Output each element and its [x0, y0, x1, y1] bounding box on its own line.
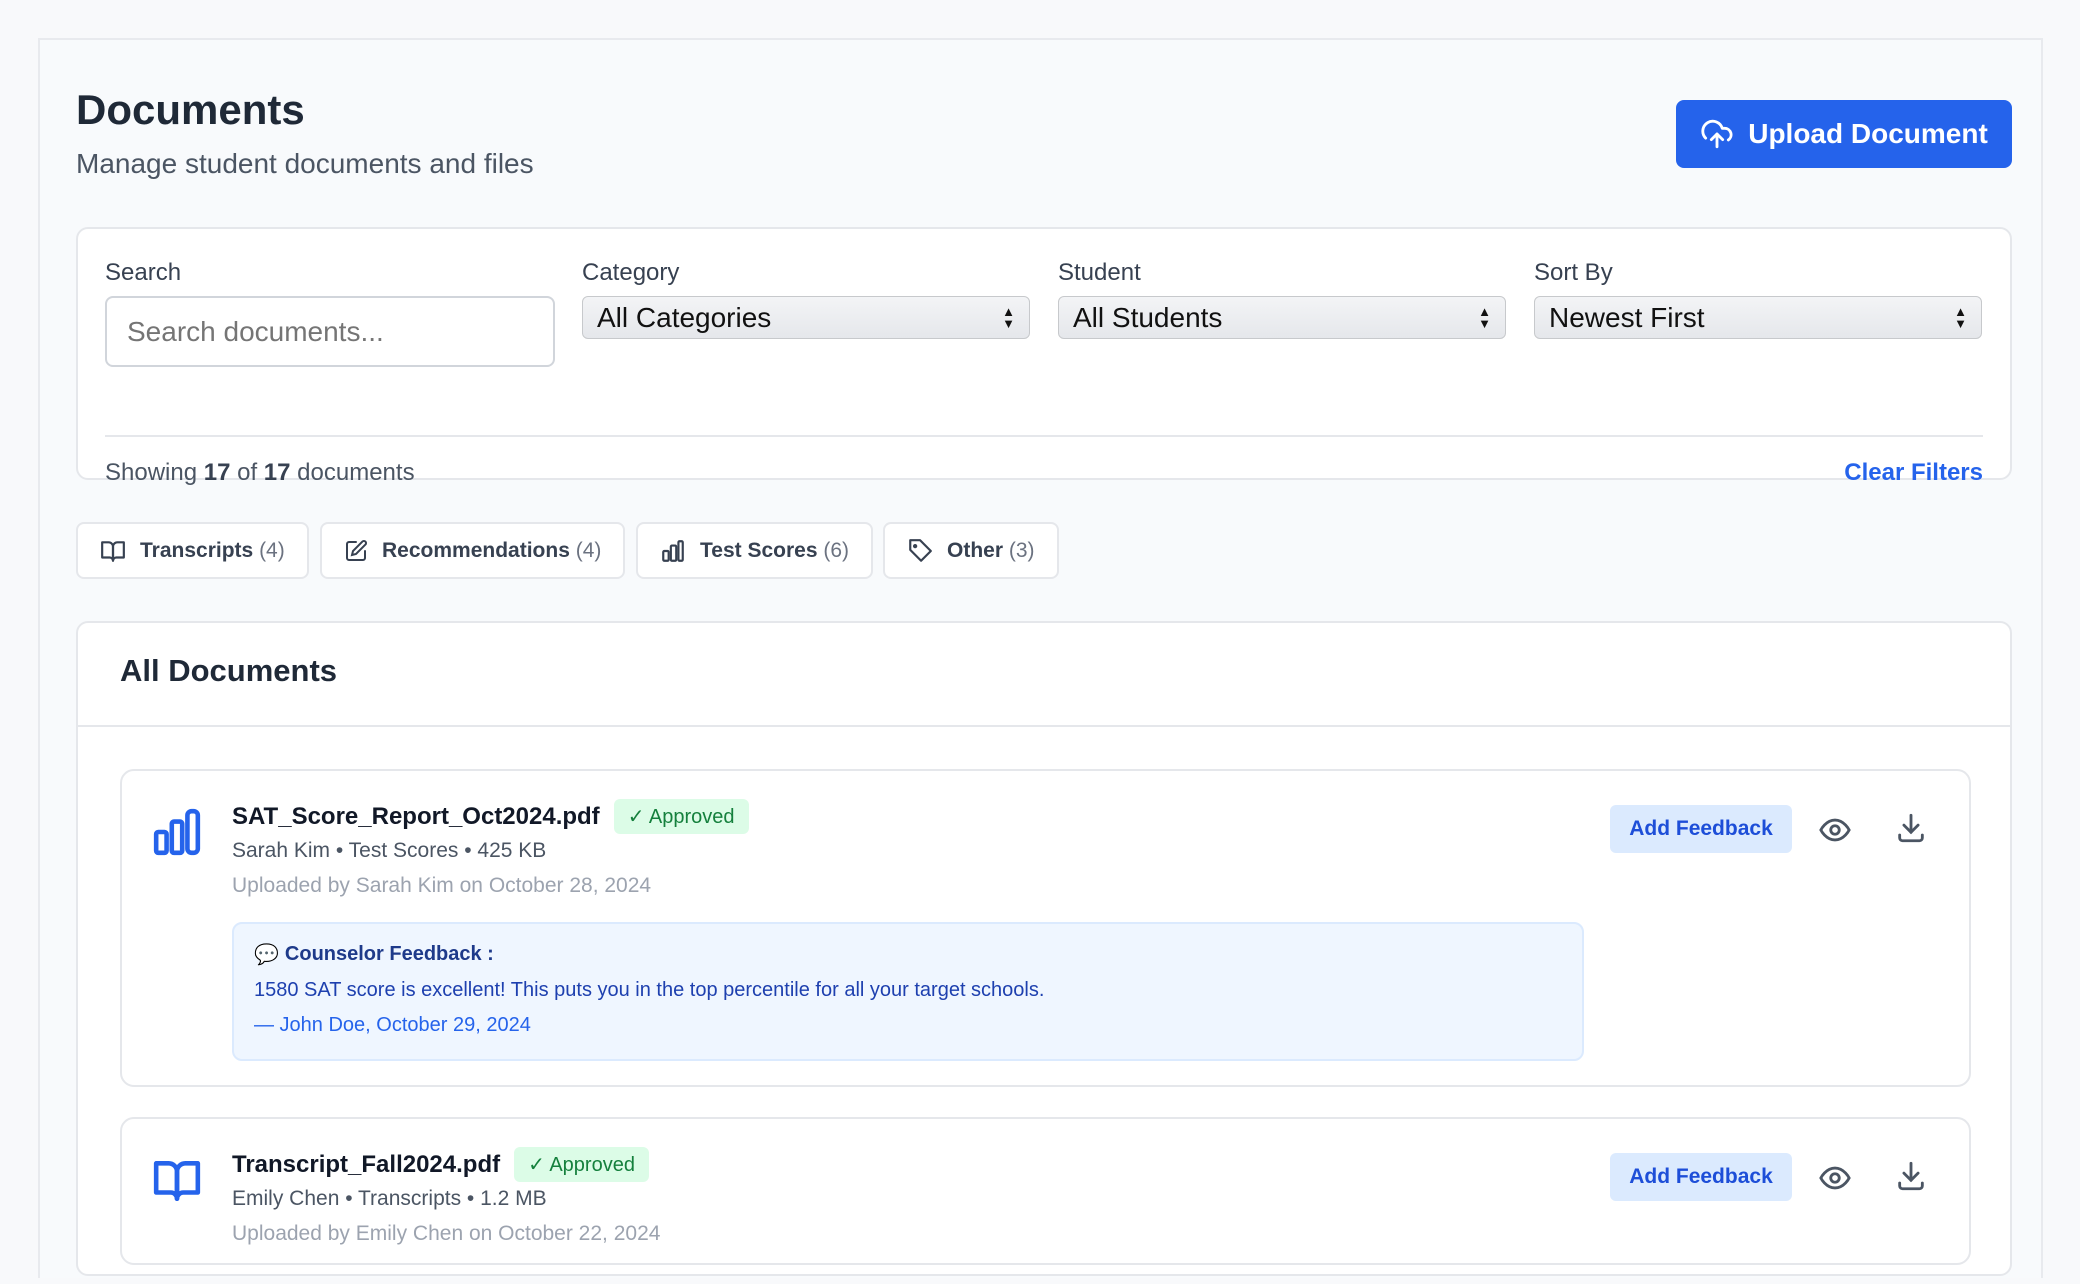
- upload-info: Uploaded by Emily Chen on October 22, 20…: [232, 1222, 661, 1245]
- tag-icon: [909, 538, 932, 562]
- document-name[interactable]: SAT_Score_Report_Oct2024.pdf ✓ Approved: [232, 799, 749, 834]
- book-icon: [101, 540, 125, 562]
- speech-bubble-icon: 💬: [254, 944, 279, 966]
- edit-icon: [346, 539, 367, 561]
- upload-info: Uploaded by Sarah Kim on October 28, 202…: [232, 874, 652, 897]
- chip-test-scores[interactable]: Test Scores (6): [636, 522, 874, 579]
- page-frame: Documents Manage student documents and f…: [38, 38, 2043, 1278]
- add-feedback-button[interactable]: Add Feedback: [1610, 805, 1792, 853]
- document-item: Transcript_Fall2024.pdf ✓ Approved Emily …: [120, 1117, 1971, 1265]
- chip-other[interactable]: Other (3): [883, 522, 1059, 579]
- category-label: Category: [582, 259, 680, 286]
- feedback-author: — John Doe, October 29, 2024: [254, 1014, 531, 1036]
- page-title: Documents: [76, 86, 305, 133]
- divider: [105, 435, 1983, 437]
- page-subtitle: Manage student documents and files: [76, 148, 534, 179]
- results-count: Showing 17 of 17 documents: [105, 459, 415, 486]
- document-meta: Sarah Kim • Test Scores • 425 KB: [232, 839, 547, 862]
- student-value: All Students: [1073, 301, 1223, 333]
- document-meta: Emily Chen • Transcripts • 1.2 MB: [232, 1187, 547, 1210]
- search-input[interactable]: [105, 296, 555, 367]
- chip-transcripts[interactable]: Transcripts (4): [76, 522, 309, 579]
- feedback-text: 1580 SAT score is excellent! This puts y…: [254, 979, 1045, 1001]
- select-arrows-icon: ▲ ▼: [1478, 303, 1491, 331]
- cloud-upload-icon: [1701, 119, 1733, 149]
- status-badge: ✓ Approved: [514, 1147, 649, 1182]
- sort-label: Sort By: [1534, 259, 1613, 286]
- category-value: All Categories: [597, 301, 772, 333]
- filters-panel: Search Category All Categories ▲▼ Student…: [76, 227, 2012, 486]
- eye-icon[interactable]: [1818, 1161, 1852, 1195]
- add-feedback-button[interactable]: Add Feedback: [1610, 1153, 1792, 1201]
- student-label: Student: [1058, 259, 1141, 286]
- chip-recommendations[interactable]: Recommendations (4): [320, 522, 626, 579]
- upload-document-button[interactable]: Upload Document: [1676, 100, 2012, 168]
- divider: [78, 725, 2010, 727]
- select-arrows-icon: ▲ ▼: [1954, 303, 1967, 331]
- student-select[interactable]: All Students ▲ ▼: [1058, 296, 1506, 339]
- eye-icon[interactable]: [1818, 813, 1852, 847]
- select-arrows-icon: ▲ ▼: [1002, 303, 1015, 331]
- upload-document-label: Upload Document: [1748, 118, 1988, 149]
- category-select[interactable]: All Categories ▲ ▼: [582, 296, 1030, 339]
- clear-filters-link[interactable]: Clear Filters: [1844, 459, 1983, 486]
- book-icon: [153, 1161, 201, 1202]
- documents-panel: All Documents SAT_Score_Report_Oct2024.p…: [76, 621, 2012, 1276]
- download-icon[interactable]: [1894, 1159, 1928, 1193]
- counselor-feedback: 💬 Counselor Feedback : 1580 SAT score is …: [232, 922, 1584, 1061]
- documents-heading: All Documents: [120, 653, 338, 688]
- document-name[interactable]: Transcript_Fall2024.pdf ✓ Approved: [232, 1147, 649, 1182]
- bar-chart-icon: [662, 539, 684, 562]
- bar-chart-icon: [153, 808, 201, 856]
- download-icon[interactable]: [1894, 811, 1928, 845]
- sort-select[interactable]: Newest First ▲ ▼: [1534, 296, 1982, 339]
- document-item: SAT_Score_Report_Oct2024.pdf ✓ Approved S…: [120, 769, 1971, 1087]
- search-label: Search: [105, 259, 182, 286]
- sort-value: Newest First: [1549, 301, 1705, 333]
- status-badge: ✓ Approved: [613, 799, 749, 834]
